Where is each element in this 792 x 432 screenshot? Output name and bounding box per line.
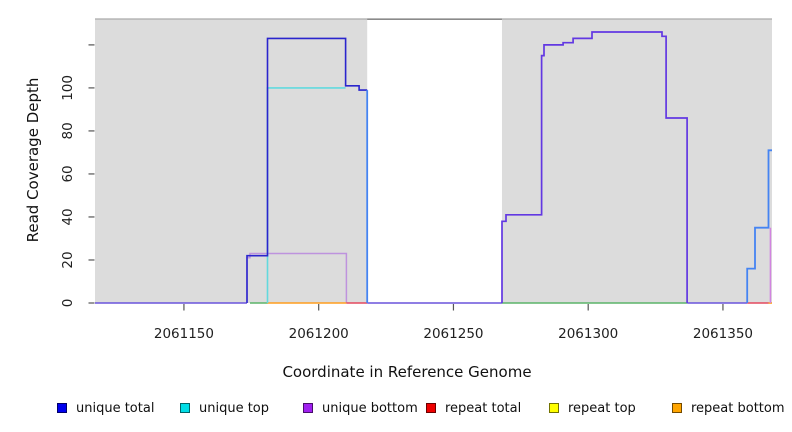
x-tick-label: 2061250 [423, 326, 483, 342]
shaded-region [95, 18, 368, 303]
legend-item-unique-bottom: unique bottom [303, 398, 418, 418]
x-tick-label: 2061150 [154, 326, 214, 342]
legend-swatch-icon [57, 403, 67, 413]
x-axis-title: Coordinate in Reference Genome [0, 363, 792, 381]
series-unique-total-left [246, 37, 368, 303]
legend-swatch-icon [180, 403, 190, 413]
y-tick-label: 0 [60, 299, 76, 308]
legend-swatch-icon [426, 403, 436, 413]
x-axis-title-text: Coordinate in Reference Genome [282, 363, 532, 381]
y-tick-label: 60 [60, 165, 76, 182]
legend-item-repeat-total: repeat total [426, 398, 521, 418]
legend-label: repeat bottom [691, 400, 785, 416]
x-tick-label: 2061200 [289, 326, 349, 342]
legend-item-unique-total: unique total [57, 398, 154, 418]
y-axis-title: Read Coverage Depth [24, 77, 42, 243]
legend-label: repeat total [445, 400, 522, 416]
coverage-chart-svg: 2061150 2061200 2061250 2061300 2061350 0 20 40… [60, 18, 772, 342]
legend-label: unique top [199, 400, 270, 416]
legend-swatch-icon [303, 403, 313, 413]
y-tick-label: 20 [60, 251, 76, 268]
y-tick-label: 80 [60, 122, 76, 139]
legend-item-repeat-top: repeat top [549, 398, 636, 418]
y-tick-label: 40 [60, 208, 76, 225]
series-unique-total-right [746, 149, 772, 303]
legend-swatch-icon [549, 403, 559, 413]
chart-legend: unique total unique top unique bottom repea… [0, 398, 792, 420]
legend-item-unique-top: unique top [180, 398, 269, 418]
x-tick-label: 2061350 [693, 326, 753, 342]
legend-label: unique total [76, 400, 155, 416]
y-tick-label: 100 [60, 75, 76, 101]
legend-label: unique bottom [322, 400, 418, 416]
legend-item-repeat-bottom: repeat bottom [672, 398, 785, 418]
legend-label: repeat top [568, 400, 636, 416]
legend-swatch-icon [672, 403, 682, 413]
x-tick-label: 2061300 [558, 326, 618, 342]
shaded-region [501, 18, 772, 303]
series-unique-total-mid [501, 31, 688, 303]
